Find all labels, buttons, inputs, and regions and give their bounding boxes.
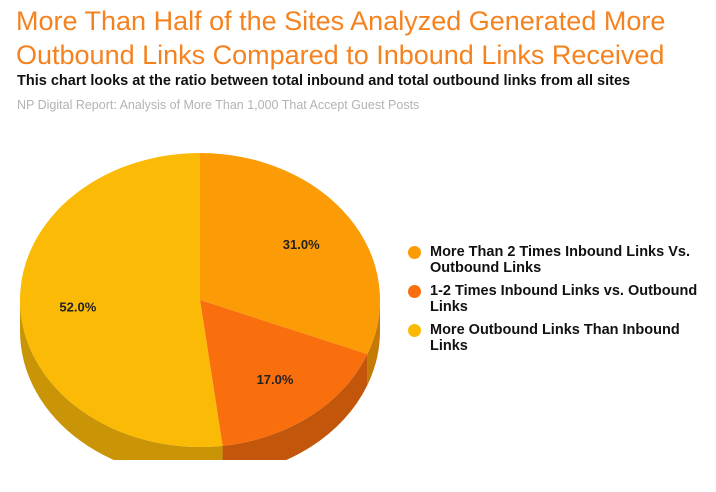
legend-label: More Outbound Links Than Inbound Links — [430, 322, 680, 354]
legend-item: More Than 2 Times Inbound Links Vs. Outb… — [408, 244, 708, 276]
pie-slice-side — [367, 300, 380, 386]
slice-value-label: 31.0% — [283, 237, 320, 252]
chart-source: NP Digital Report: Analysis of More Than… — [17, 98, 420, 112]
pie-slice-side — [222, 354, 368, 460]
pie-slice — [20, 152, 223, 447]
pie-chart: 31.0% 17.0% 52.0% — [20, 152, 381, 460]
legend-label: 1-2 Times Inbound Links vs. Outbound Lin… — [430, 283, 698, 315]
legend-item: More Outbound Links Than Inbound Links — [408, 322, 708, 354]
slice-value-label: 17.0% — [257, 372, 294, 387]
pie-sides — [20, 300, 380, 460]
legend-swatch — [408, 285, 421, 298]
pie-slice — [200, 153, 381, 355]
pie-slice — [200, 300, 368, 446]
chart-legend: More Than 2 Times Inbound Links Vs. Outb… — [408, 244, 708, 361]
chart-title: More Than Half of the Sites Analyzed Gen… — [16, 6, 666, 70]
pie-slice-side — [20, 300, 223, 460]
legend-item: 1-2 Times Inbound Links vs. Outbound Lin… — [408, 283, 708, 315]
legend-swatch — [408, 246, 421, 259]
slice-value-label: 52.0% — [59, 299, 96, 314]
legend-swatch — [408, 324, 421, 337]
legend-label: More Than 2 Times Inbound Links Vs. Outb… — [430, 244, 690, 276]
chart-subtitle: This chart looks at the ratio between to… — [17, 73, 631, 89]
